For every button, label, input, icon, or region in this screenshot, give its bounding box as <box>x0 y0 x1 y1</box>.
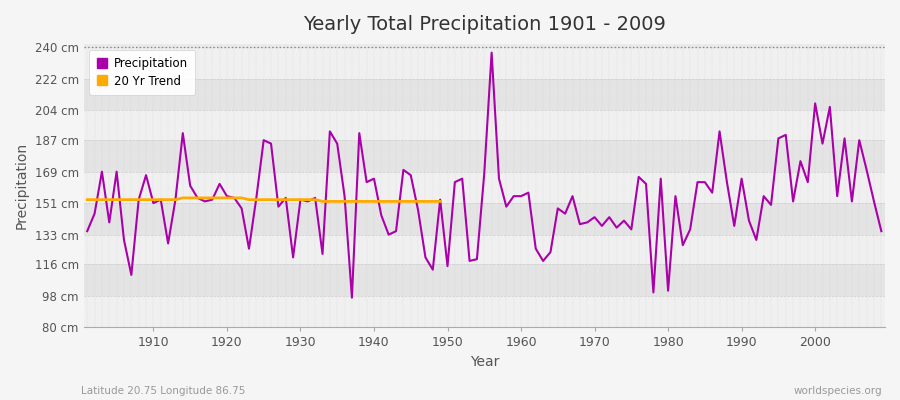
Bar <box>84 140 885 172</box>
Legend: Precipitation, 20 Yr Trend: Precipitation, 20 Yr Trend <box>89 50 195 95</box>
Bar <box>84 172 885 203</box>
Bar <box>84 296 885 328</box>
Bar <box>84 264 885 296</box>
Bar <box>84 79 885 110</box>
Text: Latitude 20.75 Longitude 86.75: Latitude 20.75 Longitude 86.75 <box>81 386 246 396</box>
Text: worldspecies.org: worldspecies.org <box>794 386 882 396</box>
Y-axis label: Precipitation: Precipitation <box>15 142 29 229</box>
Bar <box>84 110 885 140</box>
Title: Yearly Total Precipitation 1901 - 2009: Yearly Total Precipitation 1901 - 2009 <box>302 15 666 34</box>
Bar <box>84 203 885 235</box>
Bar <box>84 47 885 79</box>
X-axis label: Year: Year <box>470 355 499 369</box>
Bar <box>84 235 885 264</box>
